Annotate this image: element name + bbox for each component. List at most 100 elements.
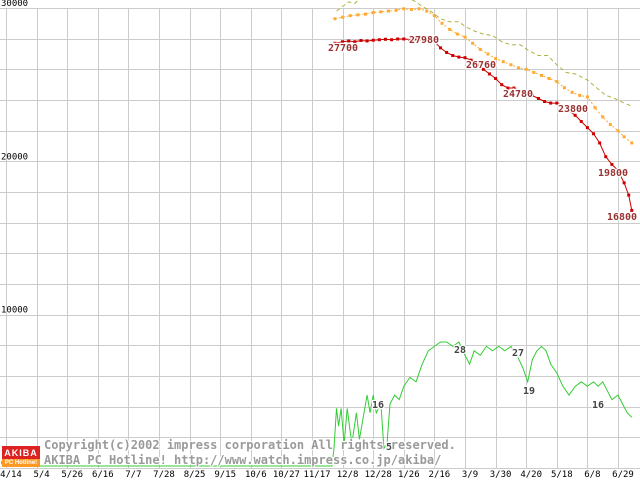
- x-axis-label: 8/25: [184, 470, 206, 480]
- lowest-price-line-marker: [402, 37, 406, 41]
- average-price-line-marker: [356, 13, 360, 17]
- average-price-line-marker: [402, 7, 406, 11]
- x-axis-label: 2/16: [429, 470, 451, 480]
- average-price-line-marker: [547, 77, 551, 81]
- lowest-price-line-marker: [585, 126, 589, 130]
- average-price-line-marker: [555, 80, 559, 84]
- lowest-price-line-marker: [463, 56, 467, 60]
- average-price-line-marker: [387, 9, 390, 13]
- akiba-logo: AKIBA PC Hotline!: [2, 446, 40, 467]
- x-axis-label: 4/20: [520, 470, 542, 480]
- average-price-line-marker: [371, 11, 375, 15]
- average-price-line-marker: [333, 17, 337, 21]
- lowest-price-line-marker: [567, 109, 571, 113]
- average-price-line-marker: [440, 21, 444, 25]
- lowest-price-line-marker: [512, 86, 516, 90]
- price-point-label: 27700: [328, 43, 358, 54]
- average-price-line-marker: [417, 7, 421, 11]
- lowest-price-line-marker: [561, 104, 565, 108]
- average-price-line-marker: [593, 106, 597, 110]
- lowest-price-line-marker: [408, 37, 412, 41]
- price-point-label: 19800: [598, 168, 628, 179]
- lowest-price-line-marker: [439, 46, 443, 50]
- lowest-price-line-marker: [555, 101, 559, 105]
- average-price-line-marker: [532, 70, 536, 74]
- average-price-line-marker: [394, 8, 398, 12]
- x-axis-label: 5/4: [33, 470, 49, 480]
- price-point-label: 24780: [503, 89, 533, 100]
- x-axis-label: 6/29: [612, 470, 634, 480]
- y-axis-label: 30000: [1, 0, 28, 9]
- price-point-label: 26760: [466, 60, 496, 71]
- lowest-price-line-marker: [451, 54, 455, 58]
- average-price-line-marker: [455, 32, 459, 36]
- lowest-price-line-marker: [390, 38, 394, 42]
- average-price-line-marker: [601, 115, 605, 119]
- shop-count-line: [6, 341, 633, 467]
- lowest-price-line-marker: [543, 100, 547, 104]
- lowest-price-line-marker: [610, 162, 614, 166]
- x-axis-label: 10/6: [245, 470, 267, 480]
- lowest-price-line-marker: [627, 193, 631, 197]
- average-price-line-marker: [425, 9, 429, 13]
- list-price-line: [336, 0, 632, 107]
- lowest-price-line-marker: [432, 40, 436, 44]
- average-price-line-marker: [616, 129, 620, 133]
- y-axis-label: 20000: [1, 152, 28, 162]
- lowest-price-line-marker: [445, 50, 449, 54]
- price-point-label: 23800: [558, 104, 588, 115]
- average-price-line-marker: [463, 35, 467, 39]
- average-price-line-marker: [471, 41, 475, 45]
- lowest-price-line-marker: [506, 86, 510, 90]
- lowest-price-line-marker: [549, 101, 553, 105]
- lowest-price-line-marker: [333, 41, 337, 45]
- lowest-price-line-marker: [347, 39, 351, 43]
- lowest-price-line-marker: [359, 39, 363, 43]
- akiba-logo-text: AKIBA: [2, 446, 40, 459]
- x-axis-label: 3/30: [490, 470, 512, 480]
- x-axis-label: 7/7: [125, 470, 141, 480]
- average-price-line-marker: [540, 73, 543, 77]
- price-point-label: 16800: [607, 212, 637, 223]
- lowest-price-line-marker: [426, 39, 430, 43]
- lowest-price-line-marker: [579, 119, 583, 123]
- pc-hotline-logo-text: PC Hotline!: [2, 459, 40, 467]
- lowest-price-line-marker: [630, 208, 634, 212]
- average-price-line-marker: [622, 135, 626, 139]
- lowest-price-line-marker: [530, 93, 534, 97]
- lowest-price-line-marker: [414, 37, 418, 41]
- average-price-line-marker: [630, 141, 634, 145]
- lowest-price-line-marker: [524, 90, 528, 94]
- average-price-line-marker: [348, 14, 352, 18]
- x-axis-label: 12/28: [365, 470, 392, 480]
- lowest-price-line-marker: [420, 38, 424, 42]
- average-price-line-marker: [562, 86, 566, 90]
- x-axis-label: 6/8: [584, 470, 600, 480]
- x-axis-label: 12/8: [337, 470, 359, 480]
- count-point-label: 19: [523, 386, 535, 397]
- count-point-label: 28: [454, 345, 466, 356]
- lowest-price-line-marker: [598, 141, 602, 145]
- x-axis-label: 10/27: [273, 470, 300, 480]
- lowest-price-line-marker: [383, 37, 387, 41]
- average-price-line-marker: [478, 47, 482, 51]
- x-axis-label: 9/15: [214, 470, 236, 480]
- average-price-line: [334, 8, 633, 144]
- x-axis-label: 1/26: [398, 470, 420, 480]
- average-price-line-marker: [524, 67, 528, 71]
- lowest-price-line-marker: [616, 169, 620, 173]
- average-price-line-marker: [494, 57, 498, 61]
- average-price-line-marker: [379, 10, 383, 14]
- lowest-price-line-marker: [604, 155, 608, 159]
- copyright-text: Copyright(c)2002 impress corporation All…: [44, 438, 456, 452]
- lowest-price-line-marker: [487, 72, 491, 76]
- average-price-line-marker: [341, 15, 345, 19]
- average-price-line-marker: [501, 60, 505, 64]
- count-point-label: 5: [386, 442, 392, 453]
- lowest-price-line-marker: [377, 38, 381, 42]
- lowest-price-line-marker: [500, 83, 504, 87]
- lowest-price-line-marker: [573, 113, 577, 117]
- average-price-line-marker: [608, 123, 612, 127]
